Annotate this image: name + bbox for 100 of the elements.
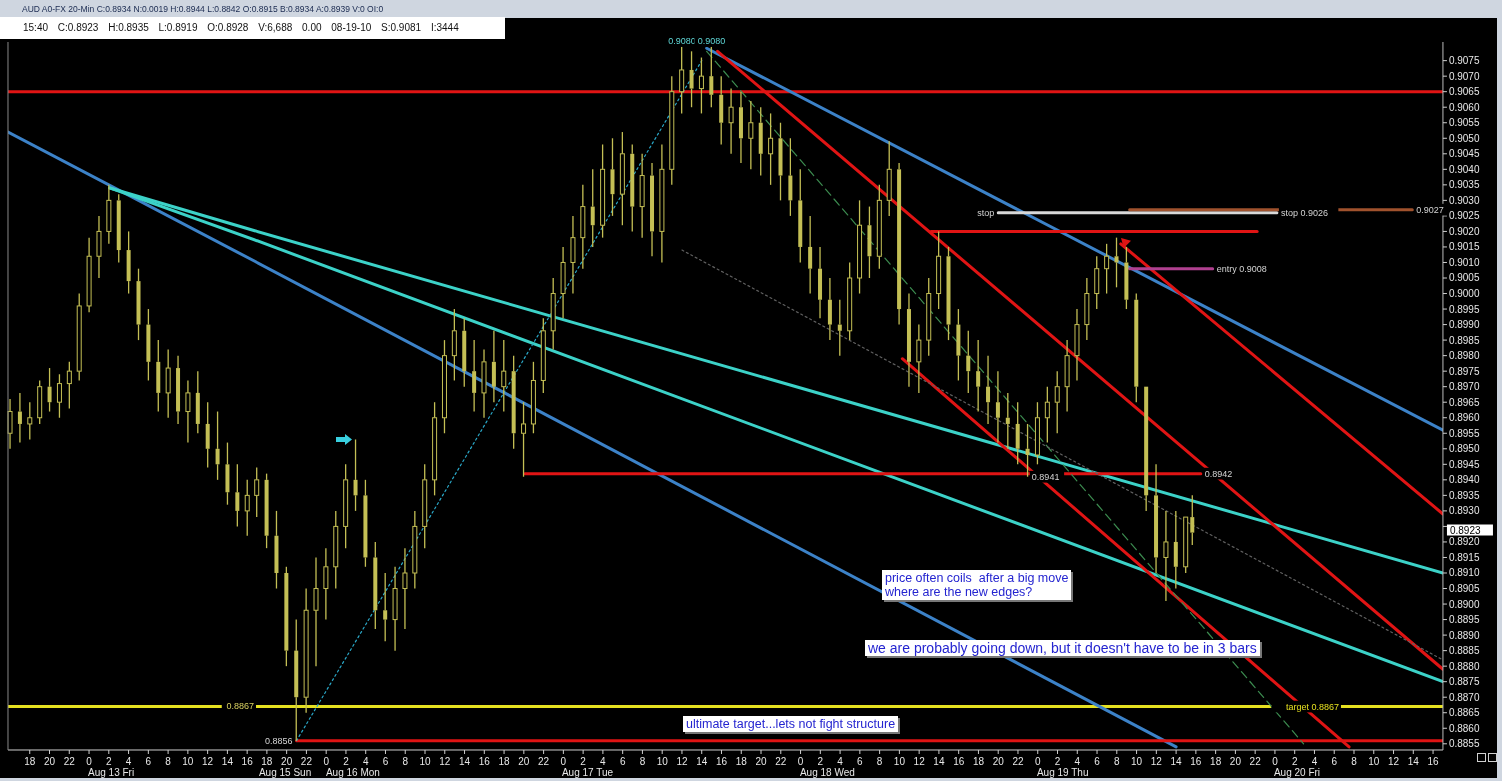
x-tick-label: 0	[1035, 756, 1042, 767]
y-tick-label: 0.8895	[1448, 614, 1480, 626]
y-tick-label: 0.9000	[1448, 288, 1480, 300]
x-tick-label: 18	[1210, 756, 1222, 767]
x-tick-label: 20	[43, 756, 56, 767]
x-tick-label: 20	[1229, 756, 1242, 767]
x-tick-label: 2	[580, 756, 587, 767]
x-tick-label: 10	[656, 756, 669, 767]
x-tick-label: 2	[106, 756, 113, 767]
x-tick-label: 8	[402, 756, 409, 767]
y-tick-label: 0.8945	[1448, 458, 1480, 470]
annotation: 0.8856	[265, 735, 293, 746]
annotation: 0.9027	[1416, 204, 1444, 215]
annotation: stop	[977, 207, 995, 218]
x-tick-label: 8	[639, 756, 646, 767]
y-tick-label: 0.8910	[1448, 567, 1480, 579]
y-tick-label: 0.9010	[1448, 256, 1480, 268]
y-tick-label: 0.9005	[1448, 272, 1480, 284]
x-tick-label: 8	[1114, 756, 1121, 767]
text: Aug 13 Fri	[88, 766, 135, 778]
x-tick-label: 12	[439, 756, 451, 767]
y-tick-label: 0.8995	[1448, 303, 1480, 315]
chart-title: AUD A0-FX 20-Min C:0.8934 N:0.0019 H:0.8944 L:0.8842 O:0.8915 B:0.8934 A:0.8939 V:0 OI:0	[22, 3, 384, 15]
y-tick-label: 0.9040	[1448, 163, 1480, 175]
x-tick-label: 12	[913, 756, 926, 767]
x-tick-label: 6	[619, 756, 626, 767]
x-tick-label: 22	[1012, 756, 1025, 767]
annotation: 0.8867	[226, 701, 254, 711]
y-tick-label: 0.9075	[1448, 55, 1480, 67]
y-tick-label: 0.8930	[1448, 505, 1480, 517]
y-tick-label: 0.8970	[1448, 381, 1480, 393]
x-tick-label: 4	[837, 756, 844, 767]
annotation: 0.9080	[697, 36, 726, 47]
y-tick-label: 0.8920	[1448, 536, 1480, 548]
annotation: price often coils after a big move where are the new edges?	[881, 570, 1072, 600]
y-tick-label: 0.8890	[1448, 629, 1480, 641]
y-tick-label: 0.9060	[1448, 101, 1480, 113]
text: Aug 16 Mon	[326, 766, 380, 778]
x-tick-label: 10	[893, 756, 906, 767]
annotation: we are probably going down, but it doesn't have to be in 3 bars	[864, 640, 1260, 656]
x-tick-label: 20	[992, 756, 1005, 767]
x-tick-label: 20	[281, 756, 293, 767]
x-tick-label: 18	[261, 756, 273, 767]
x-tick-label: 14	[696, 756, 708, 767]
y-tick-label: 0.8880	[1448, 660, 1480, 672]
y-tick-label: 0.8955	[1448, 427, 1480, 439]
x-tick-label: 22	[63, 756, 76, 767]
y-tick-label: 0.8900	[1448, 598, 1480, 610]
x-tick-label: 2	[343, 756, 350, 767]
y-tick-label: 0.8870	[1448, 691, 1480, 703]
y-tick-label: 0.9045	[1448, 148, 1480, 160]
y-tick-label: 0.8975	[1448, 365, 1480, 377]
x-tick-label: 6	[1331, 756, 1338, 767]
annotation: 0.8942	[1204, 468, 1233, 479]
x-tick-label: 18	[24, 756, 36, 767]
x-tick-label: 10	[182, 756, 194, 767]
x-tick-label: 10	[1131, 756, 1143, 767]
x-tick-label: 18	[498, 756, 511, 767]
y-tick-label: 0.8875	[1448, 676, 1480, 688]
y-tick-label: 0.8885	[1448, 645, 1480, 657]
annotation: entry 0.9008	[1216, 263, 1267, 274]
text: Aug 18 Wed	[800, 766, 855, 778]
x-tick-label: 22	[775, 756, 787, 767]
y-tick-label: 0.9055	[1448, 117, 1480, 129]
x-tick-label: 12	[202, 756, 214, 767]
x-tick-label: 4	[1311, 756, 1318, 767]
x-tick-label: 16	[715, 756, 728, 767]
annotation: 0.8941	[1031, 471, 1060, 482]
x-tick-label: 4	[1074, 756, 1081, 767]
x-tick-label: 10	[419, 756, 432, 767]
y-tick-label: 0.9065	[1448, 86, 1480, 98]
annotation: ultimate target...lets not fight structure	[682, 716, 899, 732]
x-tick-label: 12	[676, 756, 689, 767]
x-tick-label: 0	[797, 756, 804, 767]
text: Aug 19 Thu	[1037, 766, 1089, 778]
x-tick-label: 16	[478, 756, 491, 767]
x-tick-label: 8	[876, 756, 883, 767]
x-tick-label: 18	[972, 756, 985, 767]
text: Aug 20 Fri	[1274, 766, 1321, 778]
y-tick-label: 0.9050	[1448, 132, 1480, 144]
text: Aug 17 Tue	[562, 766, 614, 778]
x-tick-label: 12	[1388, 756, 1400, 767]
y-tick-label: 0.8950	[1448, 443, 1480, 455]
x-tick-label: 14	[1407, 756, 1420, 767]
x-tick-label: 14	[933, 756, 945, 767]
x-tick-label: 16	[241, 756, 254, 767]
y-tick-label: 0.9025	[1448, 210, 1480, 222]
chart-subtitle: 15:40 C:0.8923 H:0.8935 L:0.8919 O:0.8928 V:6,688 0.00 08-19-10 S:0.9081 I:3444	[23, 21, 459, 34]
x-tick-label: 20	[755, 756, 768, 767]
y-tick-label: 0.8985	[1448, 334, 1480, 346]
y-tick-label: 0.8855	[1448, 738, 1480, 750]
y-tick-label: 0.8980	[1448, 350, 1480, 362]
y-tick-label: 0.9015	[1448, 241, 1480, 253]
y-tick-label: 0.8935	[1448, 489, 1480, 501]
x-tick-label: 2	[1054, 756, 1061, 767]
x-tick-label: 14	[459, 756, 471, 767]
x-tick-label: 4	[362, 756, 369, 767]
x-tick-label: 22	[300, 756, 313, 767]
x-tick-label: 6	[382, 756, 389, 767]
y-tick-label: 0.8990	[1448, 319, 1480, 331]
